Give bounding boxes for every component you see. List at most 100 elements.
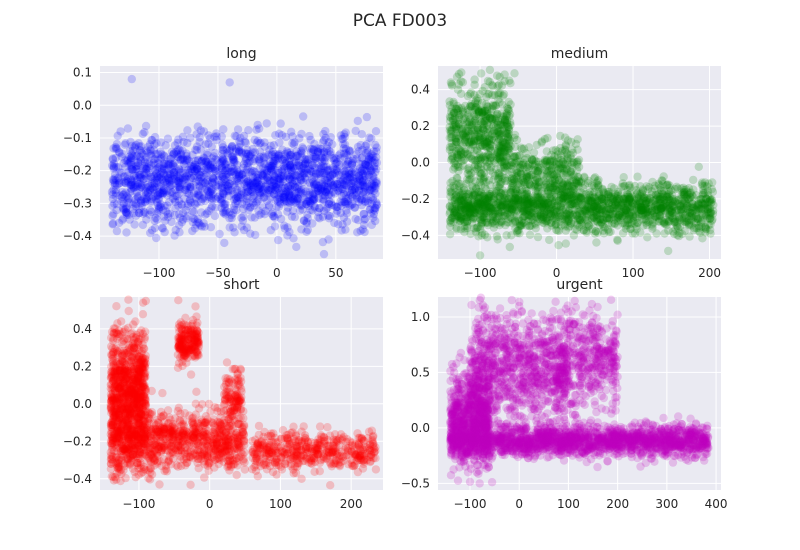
data-point	[109, 162, 118, 171]
data-point	[123, 196, 132, 205]
data-point	[296, 176, 305, 185]
data-point	[269, 160, 278, 169]
data-point	[316, 145, 326, 154]
data-point	[254, 206, 263, 215]
data-point	[613, 236, 622, 245]
data-point	[125, 146, 135, 155]
data-point	[197, 184, 207, 193]
data-point	[219, 156, 228, 165]
data-point	[343, 159, 352, 169]
data-point	[232, 165, 242, 175]
data-point	[167, 187, 176, 197]
data-point	[598, 185, 607, 194]
data-point	[193, 218, 202, 227]
data-point	[356, 181, 365, 190]
data-point	[310, 203, 319, 212]
scatter-points	[107, 74, 382, 259]
data-point	[345, 166, 354, 175]
data-point	[689, 175, 698, 185]
data-point	[289, 163, 298, 172]
data-point	[618, 229, 628, 238]
data-point	[338, 134, 348, 144]
data-point	[280, 193, 290, 202]
x-tick-label: −100	[464, 266, 497, 280]
data-point	[477, 117, 487, 127]
data-point	[344, 169, 354, 178]
subplot-title: long	[226, 46, 256, 62]
data-point	[503, 121, 512, 130]
data-point	[244, 176, 253, 185]
data-point	[108, 190, 117, 199]
data-point	[465, 90, 475, 99]
data-point	[270, 213, 279, 222]
data-point	[538, 195, 547, 204]
data-point	[447, 79, 456, 89]
data-point	[285, 162, 294, 171]
data-point	[346, 190, 355, 199]
data-point	[298, 205, 307, 214]
data-point	[249, 194, 258, 203]
data-point	[232, 132, 241, 141]
data-point	[559, 155, 568, 164]
data-point	[231, 170, 241, 179]
data-point	[196, 145, 205, 154]
data-point	[119, 214, 128, 223]
data-point	[357, 130, 366, 139]
data-point	[669, 217, 679, 227]
data-point	[133, 151, 142, 160]
data-point	[485, 156, 495, 165]
data-point	[179, 155, 188, 164]
data-point	[121, 162, 130, 172]
data-point	[670, 197, 679, 206]
data-point	[215, 229, 224, 239]
data-point	[541, 160, 551, 169]
data-point	[319, 181, 329, 190]
data-point	[128, 166, 137, 175]
data-point	[243, 181, 252, 190]
data-point	[181, 169, 190, 178]
data-point	[275, 151, 284, 161]
data-point	[136, 156, 146, 166]
data-point	[294, 182, 303, 191]
data-point	[671, 206, 680, 215]
data-point	[366, 165, 375, 174]
data-point	[183, 154, 192, 164]
data-point	[301, 187, 310, 196]
data-point	[187, 161, 197, 171]
data-point	[308, 144, 317, 154]
data-point	[191, 193, 201, 202]
data-point	[489, 216, 498, 226]
x-tick-label: −100	[142, 266, 175, 280]
data-point	[127, 141, 137, 150]
y-tick-labels: −0.4−0.3−0.2−0.10.00.1	[63, 66, 92, 244]
data-point	[341, 225, 350, 234]
data-point	[293, 194, 303, 204]
data-point	[333, 179, 342, 189]
data-point	[124, 193, 133, 202]
data-point	[260, 138, 269, 147]
data-point	[497, 217, 506, 226]
data-point	[170, 211, 179, 220]
data-point	[229, 164, 238, 173]
data-point	[138, 129, 147, 139]
data-point	[287, 167, 297, 177]
data-point	[188, 150, 197, 160]
data-point	[237, 213, 246, 222]
data-point	[358, 168, 368, 178]
x-tick-label: 50	[328, 266, 343, 280]
data-point	[169, 149, 179, 158]
data-point	[489, 122, 498, 131]
data-point	[112, 302, 121, 311]
data-point	[320, 156, 329, 166]
data-point	[282, 152, 291, 161]
data-point	[527, 221, 536, 230]
data-point	[625, 180, 634, 190]
data-point	[220, 203, 229, 212]
data-point	[574, 200, 583, 210]
data-point	[298, 144, 308, 153]
data-point	[371, 127, 381, 136]
data-point	[486, 204, 496, 213]
data-point	[360, 183, 370, 192]
data-point	[125, 188, 134, 197]
data-point	[455, 124, 464, 133]
